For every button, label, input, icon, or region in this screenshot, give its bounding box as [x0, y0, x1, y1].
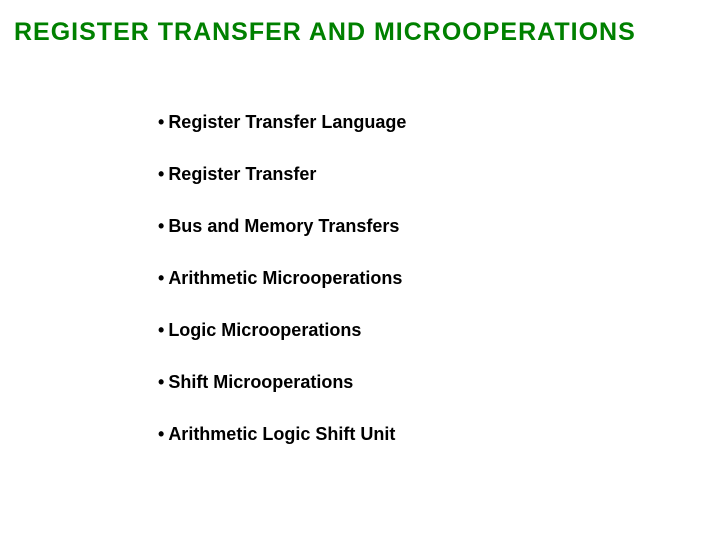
list-item: •Register Transfer — [158, 164, 406, 185]
list-item: •Arithmetic Logic Shift Unit — [158, 424, 406, 445]
slide-title: REGISTER TRANSFER AND MICROOPERATIONS — [14, 18, 636, 47]
bullet-text: Arithmetic Microoperations — [168, 268, 402, 288]
bullet-text: Shift Microoperations — [168, 372, 353, 392]
list-item: •Logic Microoperations — [158, 320, 406, 341]
bullet-icon: • — [158, 112, 164, 133]
bullet-text: Logic Microoperations — [168, 320, 361, 340]
bullet-text: Bus and Memory Transfers — [168, 216, 399, 236]
bullet-text: Register Transfer — [168, 164, 316, 184]
bullet-icon: • — [158, 424, 164, 445]
list-item: •Bus and Memory Transfers — [158, 216, 406, 237]
bullet-icon: • — [158, 372, 164, 393]
bullet-text: Register Transfer Language — [168, 112, 406, 132]
bullet-icon: • — [158, 268, 164, 289]
bullet-list: •Register Transfer Language •Register Tr… — [158, 112, 406, 476]
list-item: •Shift Microoperations — [158, 372, 406, 393]
bullet-icon: • — [158, 216, 164, 237]
list-item: •Register Transfer Language — [158, 112, 406, 133]
bullet-icon: • — [158, 164, 164, 185]
bullet-text: Arithmetic Logic Shift Unit — [168, 424, 395, 444]
bullet-icon: • — [158, 320, 164, 341]
list-item: •Arithmetic Microoperations — [158, 268, 406, 289]
